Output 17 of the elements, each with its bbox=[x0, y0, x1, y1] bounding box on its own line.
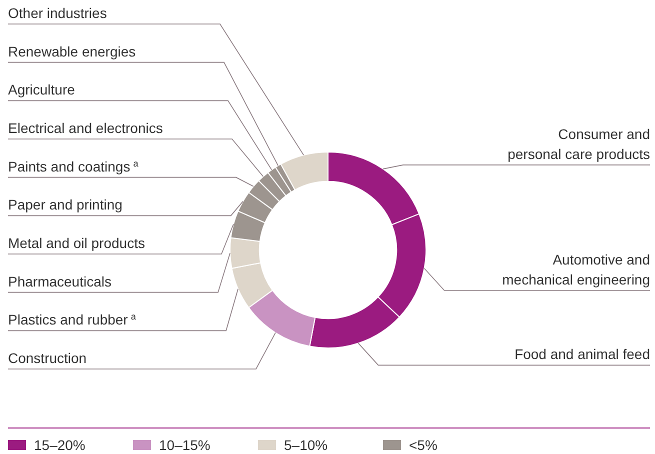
text: 10–15% bbox=[159, 437, 210, 453]
slice-label: Agriculture bbox=[8, 82, 76, 98]
slice-label: Other industries bbox=[8, 5, 107, 21]
slice-label: Plastics and rubber$^{a}$ bbox=[8, 312, 137, 328]
slice-label: Automotive and mechanical engineering bbox=[502, 251, 650, 288]
slice-label: Consumer and personal care products bbox=[508, 126, 650, 162]
text: <5% bbox=[409, 437, 438, 453]
slice-label: Paints and coatings$^{a}$ bbox=[8, 158, 140, 174]
slice-label: Metal and oil products bbox=[8, 235, 145, 251]
slice-label: Construction bbox=[8, 350, 87, 366]
slice-label: Pharmaceuticals bbox=[8, 273, 112, 290]
slice-label: Food and animal feed bbox=[514, 346, 650, 362]
text: 5–10% bbox=[284, 437, 328, 453]
slice-label: Electrical and electronics bbox=[8, 120, 163, 136]
text: 15–20% bbox=[34, 437, 86, 453]
slice-label: Renewable energies bbox=[8, 43, 136, 60]
slice-label: Paper and printing bbox=[8, 196, 122, 213]
